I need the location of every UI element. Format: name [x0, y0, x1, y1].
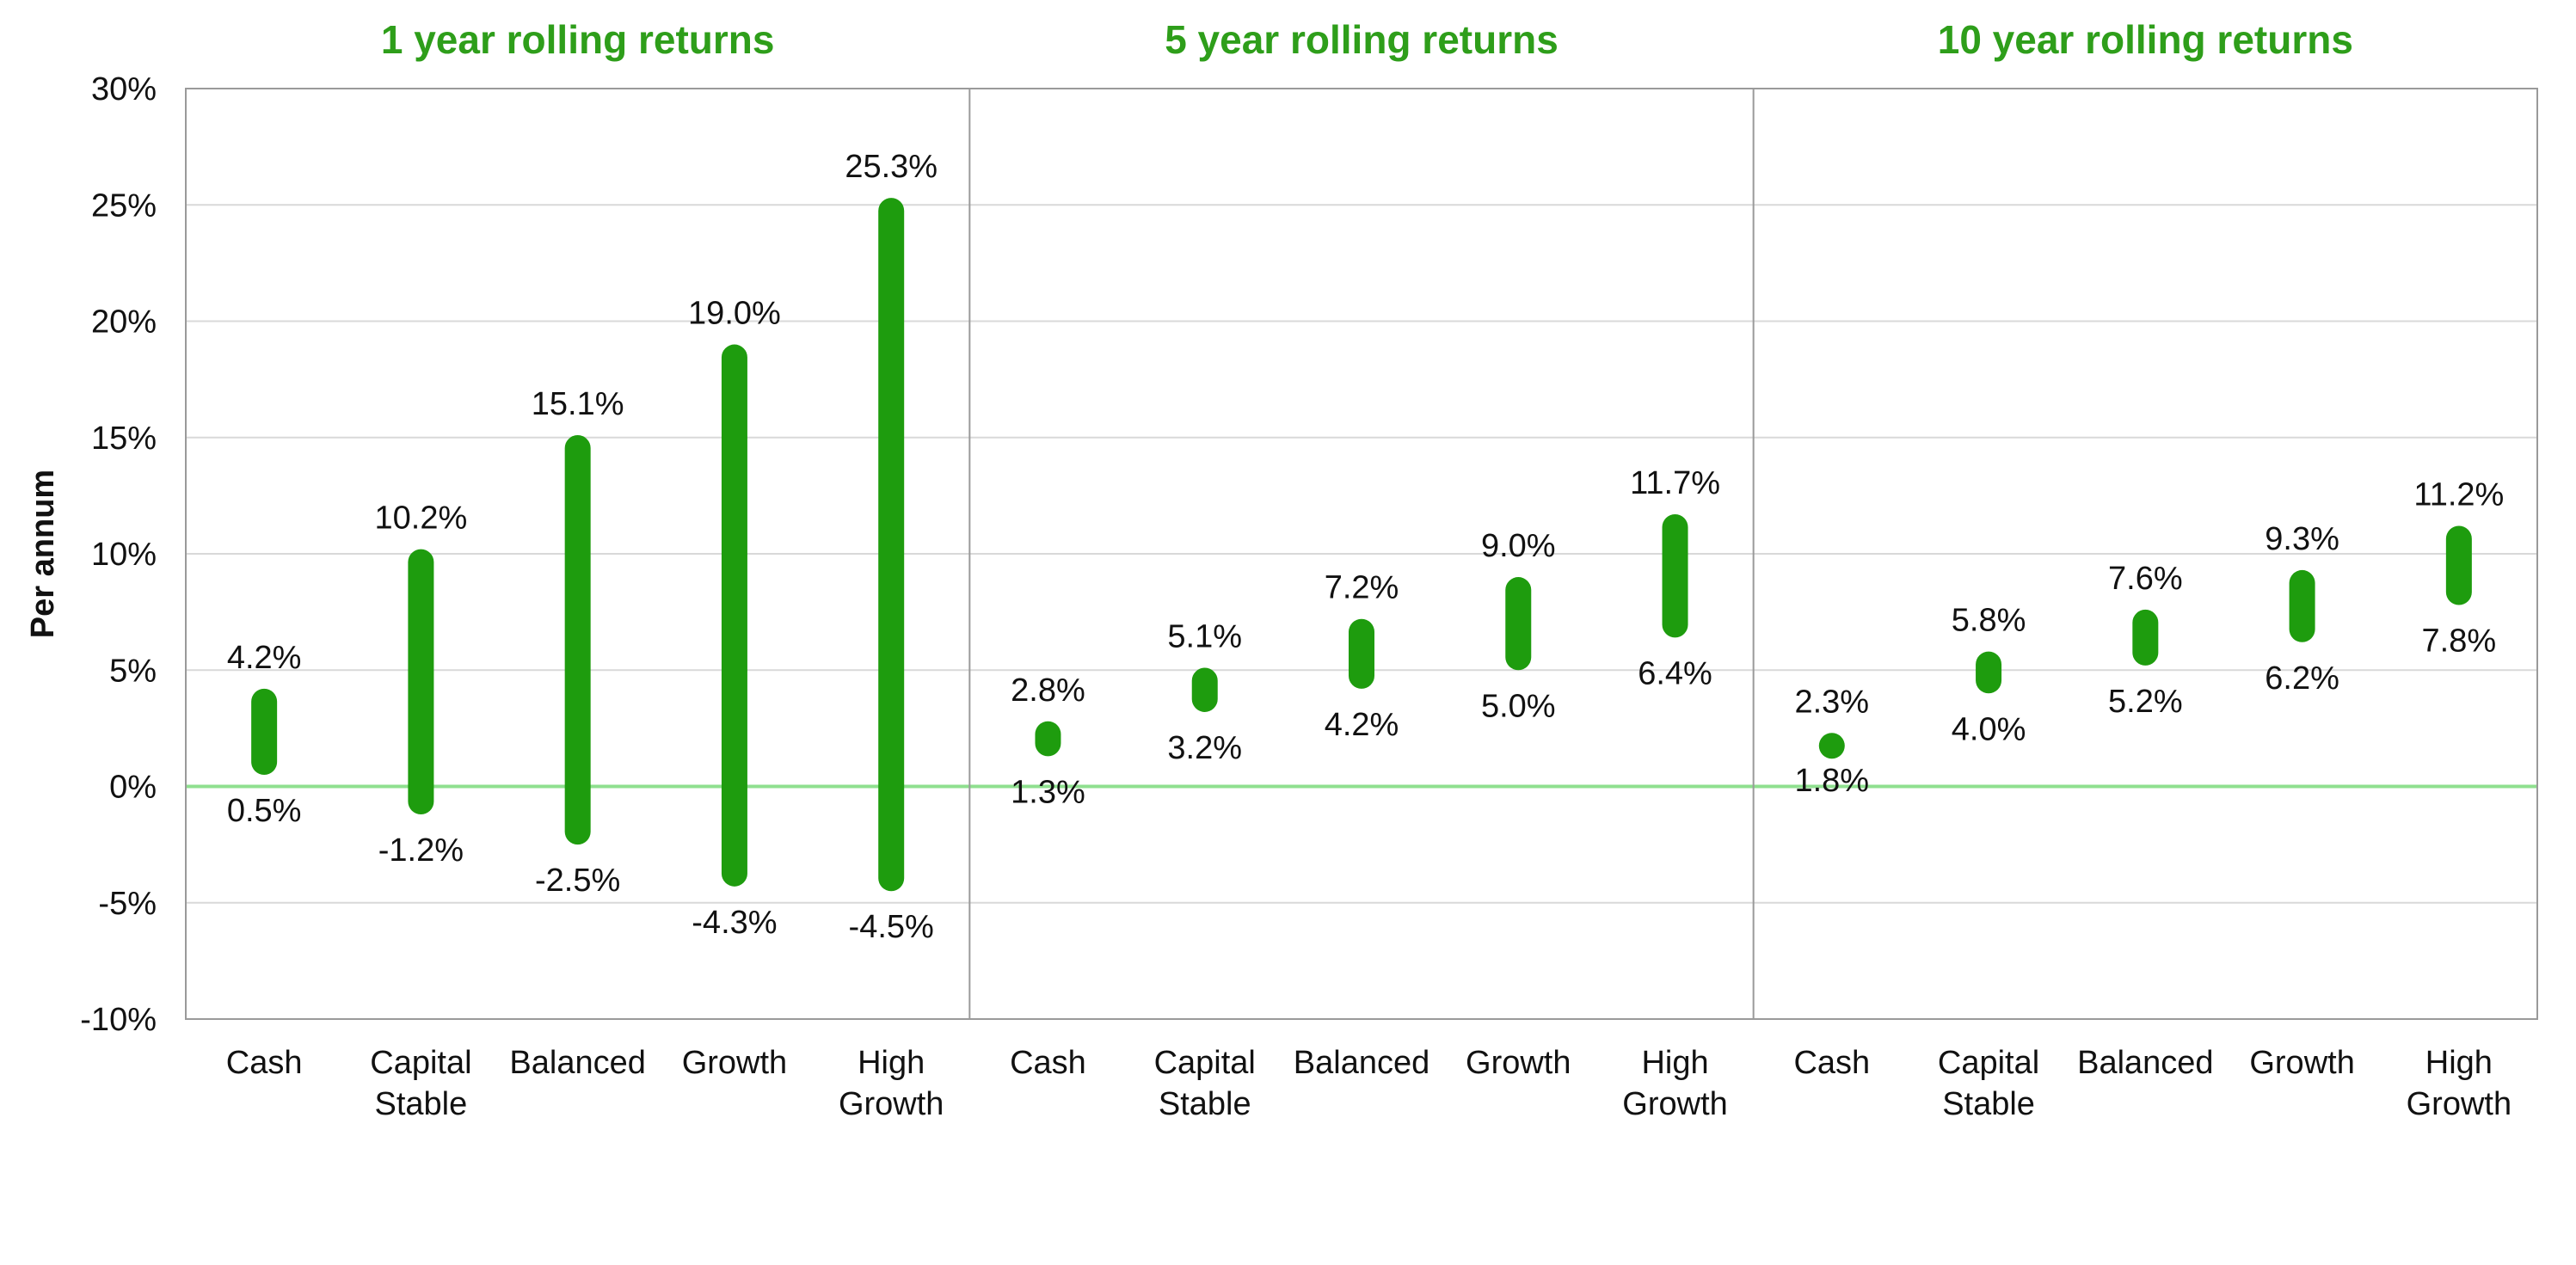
low-value-label: -1.2% [378, 832, 464, 869]
high-value-label: 9.3% [2265, 521, 2339, 557]
category-label: Growth [1466, 1045, 1571, 1081]
category-label: Balanced [509, 1045, 645, 1081]
high-value-label: 15.1% [532, 386, 624, 422]
low-value-label: 1.8% [1794, 763, 1869, 799]
category-label: Capital [370, 1045, 471, 1081]
plot-border [185, 88, 2538, 1020]
y-tick-label: 0% [109, 770, 157, 806]
category-label: Cash [226, 1045, 303, 1081]
low-value-label: 4.2% [1325, 707, 1399, 743]
low-value-label: 0.5% [227, 793, 302, 829]
category-label: Cash [1010, 1045, 1086, 1081]
high-value-label: 19.0% [688, 296, 781, 332]
range-bar [1818, 733, 1845, 759]
range-bar [251, 688, 278, 775]
panel-title: 5 year rolling returns [1165, 17, 1559, 62]
range-bar [408, 549, 434, 814]
range-bar [564, 435, 591, 845]
y-tick-label: 15% [91, 421, 157, 457]
low-value-label: -4.5% [849, 909, 934, 945]
high-value-label: 7.2% [1325, 570, 1399, 606]
plot-frame [185, 88, 2538, 1020]
range-bar [721, 344, 747, 887]
category-label: Capital [1938, 1045, 2039, 1081]
range-bar [1191, 667, 1218, 712]
category-label: Growth [839, 1086, 944, 1122]
range-bar [1349, 618, 1374, 689]
category-label: Stable [375, 1086, 468, 1122]
category-label: Balanced [1294, 1045, 1429, 1081]
low-value-label: 6.4% [1638, 655, 1712, 691]
category-label: Growth [682, 1045, 787, 1081]
range-bar [1505, 577, 1532, 671]
low-value-label: 3.2% [1167, 730, 1242, 766]
high-value-label: 11.7% [1630, 465, 1720, 501]
high-value-label: 25.3% [845, 149, 938, 185]
range-bars [251, 198, 2472, 892]
low-value-label: 6.2% [2265, 660, 2339, 697]
y-tick-label: -5% [98, 886, 157, 922]
high-value-label: 5.8% [1952, 603, 2026, 639]
category-label: High [1641, 1045, 1708, 1081]
category-label: Stable [1942, 1086, 2035, 1122]
category-label: Growth [2407, 1086, 2511, 1122]
range-bar [2445, 525, 2472, 605]
range-bar [878, 198, 905, 892]
high-value-label: 7.6% [2108, 561, 2183, 597]
category-label: Balanced [2077, 1045, 2213, 1081]
high-value-label: 2.8% [1011, 672, 1085, 709]
high-value-label: 9.0% [1481, 528, 1556, 564]
range-bar [1035, 721, 1061, 757]
low-value-label: 7.8% [2422, 623, 2497, 660]
range-bar [2289, 569, 2315, 642]
y-tick-label: 5% [109, 653, 157, 689]
value-labels: 4.2% 0.5% 10.2% -1.2% 15.1% -2.5% 19.0% -4.3% 25… [227, 149, 2505, 945]
panel-title: 10 year rolling returns [1938, 17, 2353, 62]
range-bar [2132, 609, 2159, 666]
category-label: Growth [2249, 1045, 2354, 1081]
range-bar [1662, 514, 1688, 638]
axes: Per annum -10% -5% 0% 5% 10% 15% 20% 25% 30% 1 ye… [25, 17, 2511, 1122]
high-value-label: 10.2% [375, 500, 468, 537]
low-value-label: 1.3% [1011, 774, 1085, 810]
category-label: Capital [1154, 1045, 1256, 1081]
range-bar [1976, 651, 2002, 694]
low-value-label: -4.3% [692, 905, 777, 941]
category-label: Cash [1793, 1045, 1870, 1081]
category-label: Stable [1159, 1086, 1251, 1122]
low-value-label: -2.5% [535, 863, 620, 899]
y-tick-label: 30% [91, 71, 157, 107]
category-label: High [858, 1045, 925, 1081]
low-value-label: 4.0% [1952, 711, 2026, 747]
y-tick-label: -10% [80, 1002, 157, 1038]
high-value-label: 5.1% [1167, 619, 1242, 655]
category-label: High [2425, 1045, 2493, 1081]
category-label: Growth [1622, 1086, 1727, 1122]
high-value-label: 11.2% [2413, 477, 2504, 513]
low-value-label: 5.0% [1481, 688, 1556, 724]
low-value-label: 5.2% [2108, 684, 2183, 720]
y-tick-label: 10% [91, 537, 157, 573]
high-value-label: 2.3% [1794, 684, 1869, 720]
y-tick-label: 25% [91, 187, 157, 224]
y-axis-title: Per annum [25, 470, 61, 638]
panel-title: 1 year rolling returns [381, 17, 775, 62]
y-tick-label: 20% [91, 304, 157, 341]
high-value-label: 4.2% [227, 640, 302, 676]
